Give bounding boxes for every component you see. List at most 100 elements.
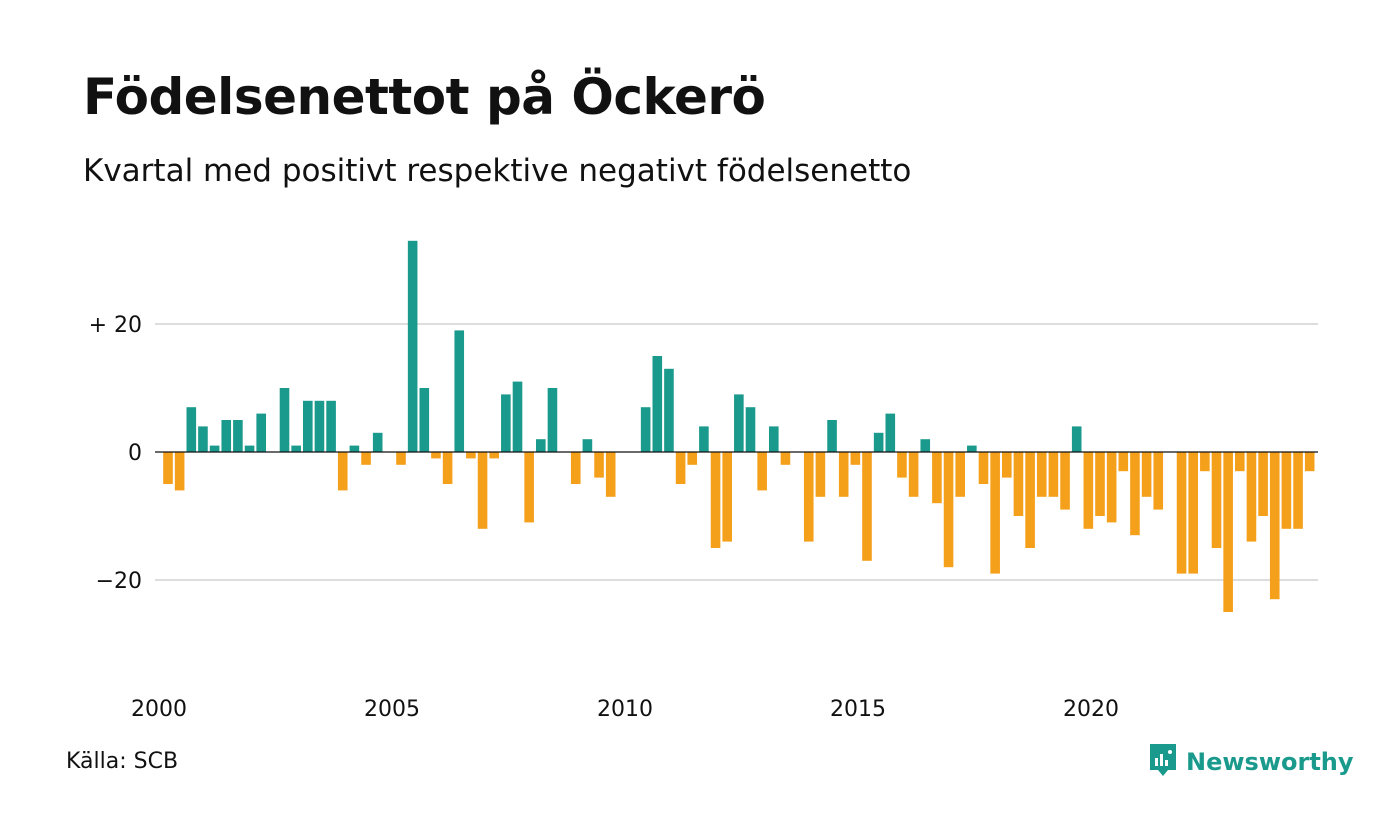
bar-negative <box>337 452 348 491</box>
bar-negative <box>605 452 616 497</box>
bar-negative <box>489 452 499 459</box>
x-tick-label: 2010 <box>597 697 653 722</box>
bar-negative <box>1025 452 1035 548</box>
bar-negative <box>850 452 861 465</box>
bar-positive <box>640 407 651 452</box>
bar-positive <box>512 381 523 452</box>
bar-negative <box>396 452 406 465</box>
bar-negative <box>1235 452 1245 472</box>
bar-negative <box>1246 452 1257 542</box>
bar-negative <box>1002 452 1012 478</box>
bar-negative <box>1106 452 1117 523</box>
bar-negative <box>757 452 767 491</box>
axis-layer: + 20 0 −20 2000 2005 2010 2015 2020 <box>89 313 1318 722</box>
bar-negative <box>1293 452 1303 529</box>
bar-negative <box>570 452 581 484</box>
bar-positive <box>967 445 977 452</box>
bar-negative <box>897 452 907 478</box>
bar-negative <box>1188 452 1198 574</box>
bar-positive <box>699 426 709 452</box>
bar-negative <box>1118 452 1129 472</box>
bar-positive <box>303 400 313 452</box>
grid-layer <box>155 323 1318 581</box>
bar-negative <box>1095 452 1105 516</box>
bar-positive <box>221 420 232 452</box>
bar-positive <box>769 426 779 452</box>
y-tick-label: 0 <box>128 441 142 466</box>
bar-positive <box>501 394 511 452</box>
bar-negative <box>1269 452 1280 600</box>
bar-negative <box>1013 452 1024 516</box>
bar-negative <box>442 452 453 484</box>
bar-negative <box>1153 452 1164 510</box>
chart-subtitle: Kvartal med positivt respektive negativt… <box>83 153 912 189</box>
bar-negative <box>675 452 686 484</box>
bar-positive <box>1071 426 1082 452</box>
bar-negative <box>361 452 371 465</box>
x-tick-label: 2015 <box>830 697 886 722</box>
newsworthy-logo-icon <box>1148 742 1178 782</box>
brand-name: Newsworthy <box>1186 748 1354 776</box>
bar-positive <box>873 432 884 452</box>
bar-positive <box>734 394 744 452</box>
bar-negative <box>803 452 814 542</box>
bar-negative <box>1176 452 1187 574</box>
bar-negative <box>524 452 534 523</box>
bar-positive <box>745 407 756 452</box>
bar-positive <box>827 420 837 452</box>
chart-title: Födelsenettot på Öckerö <box>83 68 766 126</box>
bar-negative <box>1036 452 1047 497</box>
y-tick-label: −20 <box>96 569 142 594</box>
bar-negative <box>431 452 441 459</box>
bar-negative <box>594 452 604 478</box>
bar-positive <box>326 400 336 452</box>
bar-positive <box>186 407 197 452</box>
bar-positive <box>209 445 220 452</box>
bar-negative <box>862 452 872 561</box>
bar-negative <box>838 452 849 497</box>
bar-positive <box>536 439 546 452</box>
bar-negative <box>955 452 965 497</box>
bar-positive <box>407 240 418 452</box>
bar-negative <box>174 452 185 491</box>
bar-negative <box>466 452 476 459</box>
bar-negative <box>943 452 954 568</box>
bar-negative <box>990 452 1000 574</box>
bar-negative <box>1223 452 1233 612</box>
bar-negative <box>1048 452 1059 497</box>
bar-negative <box>780 452 791 465</box>
bar-negative <box>1060 452 1070 510</box>
bar-negative <box>1130 452 1140 536</box>
bar-negative <box>722 452 732 542</box>
bar-positive <box>547 388 558 452</box>
x-tick-label: 2020 <box>1063 697 1119 722</box>
bar-negative <box>1083 452 1094 529</box>
bar-positive <box>244 445 255 452</box>
bar-positive <box>419 388 430 452</box>
bar-positive <box>198 426 208 452</box>
bar-positive <box>279 388 290 452</box>
bar-negative <box>1200 452 1210 472</box>
bar-negative <box>710 452 721 548</box>
bar-positive <box>582 439 593 452</box>
x-tick-label: 2000 <box>131 697 187 722</box>
bar-positive <box>652 356 663 452</box>
bar-positive <box>314 400 325 452</box>
x-tick-label: 2005 <box>364 697 420 722</box>
bars-layer <box>163 240 1315 612</box>
bar-positive <box>291 445 301 452</box>
bar-negative <box>932 452 942 504</box>
bar-positive <box>664 368 674 452</box>
bar-positive <box>372 432 383 452</box>
bar-negative <box>1141 452 1152 497</box>
bar-negative <box>163 452 173 484</box>
brand-logo[interactable]: Newsworthy <box>1148 742 1354 782</box>
bar-positive <box>920 439 931 452</box>
bar-negative <box>477 452 488 529</box>
bar-negative <box>1304 452 1315 472</box>
bar-negative <box>815 452 826 497</box>
bar-positive <box>349 445 360 452</box>
bar-negative <box>978 452 989 484</box>
bar-positive <box>233 420 243 452</box>
bar-positive <box>885 413 896 452</box>
